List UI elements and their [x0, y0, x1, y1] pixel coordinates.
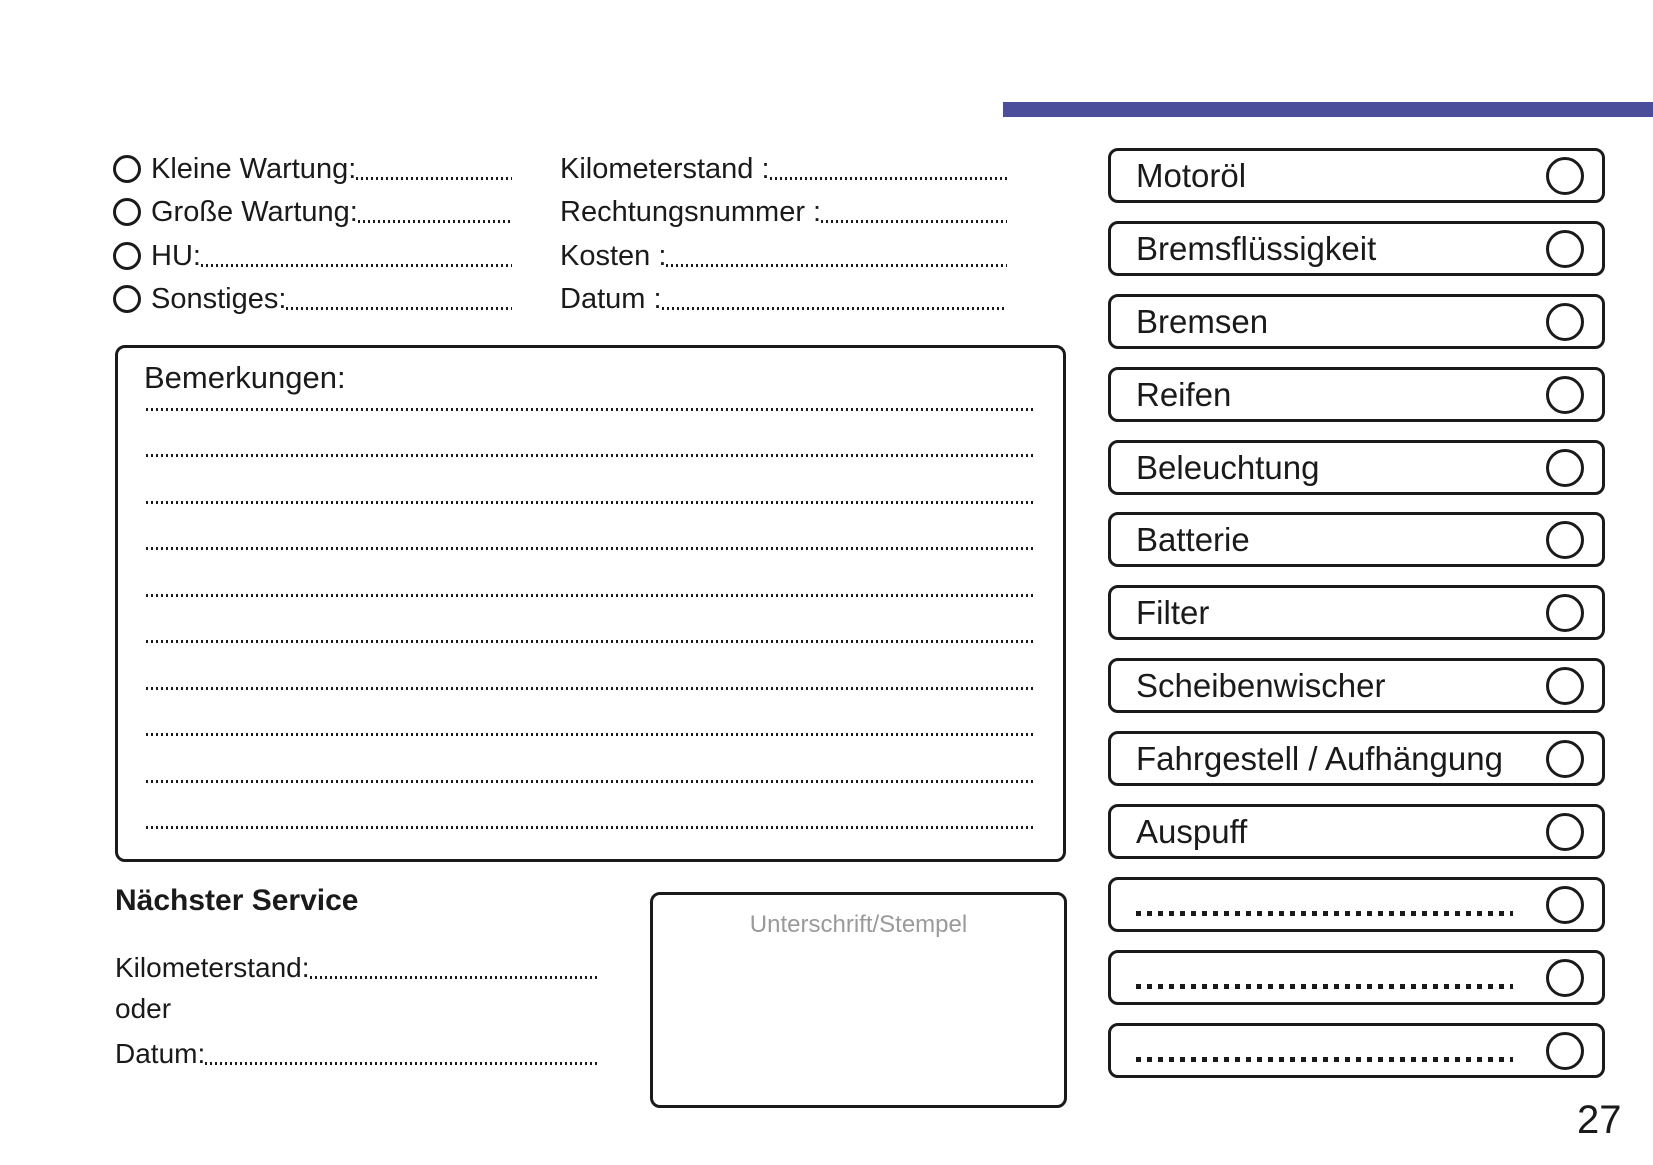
service-type-label: HU:	[151, 239, 201, 272]
detail-label: Rechtungsnummer :	[560, 195, 822, 228]
service-type-label: Große Wartung:	[151, 195, 358, 228]
next-service-row-datum: Datum:	[115, 1036, 600, 1072]
check-circle[interactable]	[1546, 156, 1584, 195]
service-type-label: Sonstiges:	[151, 282, 287, 315]
detail-label: Kilometerstand :	[560, 152, 770, 185]
dotted-fill-line[interactable]	[356, 177, 512, 180]
check-circle[interactable]	[1546, 302, 1584, 341]
check-circle[interactable]	[1546, 1031, 1584, 1070]
dotted-fill-line[interactable]	[821, 220, 1007, 223]
dotted-fill-line[interactable]	[661, 307, 1007, 310]
service-type-row-kleine-wartung: Kleine Wartung:	[113, 151, 512, 187]
next-service-row-kilometerstand: Kilometerstand:	[115, 950, 600, 986]
detail-row-kosten: Kosten :	[560, 238, 1007, 274]
dotted-writing-line[interactable]	[146, 640, 1033, 643]
checklist-label: Bremsen	[1136, 302, 1269, 340]
dotted-fill-line[interactable]	[1136, 984, 1513, 989]
radio-button[interactable]	[113, 242, 141, 270]
signature-stamp-label: Unterschrift/Stempel	[749, 911, 968, 938]
next-service-title: Nächster Service	[115, 884, 359, 917]
checklist-label: Fahrgestell / Aufhängung	[1136, 739, 1503, 777]
remarks-box: Bemerkungen:	[115, 345, 1066, 862]
service-type-row-hu: HU:	[113, 238, 512, 274]
service-type-label: Kleine Wartung:	[151, 152, 357, 185]
dotted-writing-line[interactable]	[146, 501, 1033, 504]
check-circle[interactable]	[1546, 885, 1584, 924]
dotted-writing-line[interactable]	[146, 547, 1033, 550]
check-circle[interactable]	[1546, 593, 1584, 632]
checklist-label: Reifen	[1136, 375, 1232, 413]
dotted-fill-line[interactable]	[1136, 911, 1513, 916]
check-circle[interactable]	[1546, 229, 1584, 268]
detail-row-datum: Datum :	[560, 281, 1007, 317]
checklist-item-batterie: Batterie	[1108, 512, 1605, 567]
dotted-fill-line[interactable]	[769, 177, 1007, 180]
check-circle[interactable]	[1546, 520, 1584, 559]
remarks-title: Bemerkungen:	[144, 360, 346, 395]
check-circle[interactable]	[1546, 812, 1584, 851]
checklist-item-fahrgestell-aufhaengung: Fahrgestell / Aufhängung	[1108, 731, 1605, 786]
checklist-item-scheibenwischer: Scheibenwischer	[1108, 658, 1605, 713]
next-service-or-label: oder	[115, 993, 172, 1024]
dotted-writing-line[interactable]	[146, 454, 1033, 457]
page-number: 27	[1577, 1098, 1622, 1142]
service-type-row-grosse-wartung: Große Wartung:	[113, 194, 512, 230]
check-circle[interactable]	[1546, 958, 1584, 997]
checklist-item-blank	[1108, 950, 1605, 1005]
checklist-label: Bremsflüssigkeit	[1136, 229, 1377, 267]
checklist-item-filter: Filter	[1108, 585, 1605, 640]
checklist-label: Motoröl	[1136, 156, 1247, 194]
detail-row-rechnungsnummer: Rechtungsnummer :	[560, 194, 1007, 230]
dotted-writing-line[interactable]	[146, 594, 1033, 597]
radio-button[interactable]	[113, 285, 141, 313]
signature-stamp-box[interactable]: Unterschrift/Stempel	[650, 892, 1067, 1108]
dotted-fill-line[interactable]	[1136, 1057, 1513, 1062]
checklist-item-auspuff: Auspuff	[1108, 804, 1605, 859]
dotted-writing-line[interactable]	[146, 408, 1033, 411]
check-circle[interactable]	[1546, 739, 1584, 778]
dotted-writing-line[interactable]	[146, 780, 1033, 783]
dotted-fill-line[interactable]	[205, 1062, 600, 1065]
checklist-item-reifen: Reifen	[1108, 367, 1605, 422]
check-circle[interactable]	[1546, 375, 1584, 414]
checklist-item-beleuchtung: Beleuchtung	[1108, 440, 1605, 495]
checklist-label: Scheibenwischer	[1136, 666, 1386, 704]
accent-bar	[1003, 102, 1653, 117]
checklist-item-motoroel: Motoröl	[1108, 148, 1605, 203]
checklist-item-blank	[1108, 1023, 1605, 1078]
dotted-fill-line[interactable]	[357, 220, 512, 223]
radio-button[interactable]	[113, 155, 141, 183]
next-service-date-label: Datum:	[115, 1038, 206, 1069]
dotted-writing-line[interactable]	[146, 733, 1033, 736]
checklist-label: Batterie	[1136, 520, 1250, 558]
detail-label: Datum :	[560, 282, 662, 315]
dotted-fill-line[interactable]	[200, 264, 512, 267]
next-service-km-label: Kilometerstand:	[115, 952, 310, 983]
checklist-label: Auspuff	[1136, 812, 1248, 850]
detail-row-kilometerstand: Kilometerstand :	[560, 151, 1007, 187]
check-circle[interactable]	[1546, 666, 1584, 705]
radio-button[interactable]	[113, 198, 141, 226]
check-circle[interactable]	[1546, 448, 1584, 487]
dotted-fill-line[interactable]	[286, 307, 512, 310]
checklist-label: Filter	[1136, 593, 1210, 631]
service-type-row-sonstiges: Sonstiges:	[113, 281, 512, 317]
checklist-label: Beleuchtung	[1136, 448, 1320, 486]
detail-label: Kosten :	[560, 239, 667, 272]
checklist-item-bremsen: Bremsen	[1108, 294, 1605, 349]
dotted-writing-line[interactable]	[146, 826, 1033, 829]
dotted-fill-line[interactable]	[309, 976, 600, 979]
checklist-item-blank	[1108, 877, 1605, 932]
checklist-item-bremsfluessigkeit: Bremsflüssigkeit	[1108, 221, 1605, 276]
dotted-writing-line[interactable]	[146, 687, 1033, 690]
dotted-fill-line[interactable]	[666, 264, 1007, 267]
